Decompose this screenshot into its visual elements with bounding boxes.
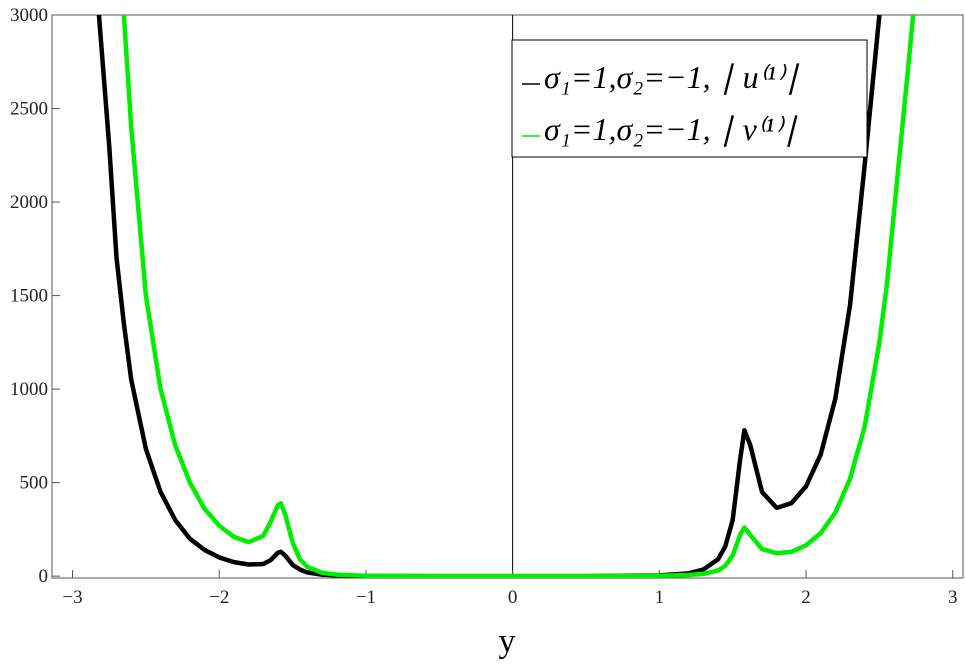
x-axis-label: y <box>499 623 516 660</box>
y-tick-label: 1500 <box>10 286 48 307</box>
x-tick-label: −1 <box>356 587 376 608</box>
plot-area <box>96 15 916 578</box>
legend-label: σ₁=1,σ₂=−1, ∣ v⁽¹⁾∣ <box>544 111 798 147</box>
legend: σ₁=1,σ₂=−1, ∣ u⁽¹⁾∣ σ₁=1,σ₂=−1, ∣ v⁽¹⁾∣ <box>511 39 868 158</box>
x-tick-label: −3 <box>62 587 82 608</box>
series-line <box>121 15 916 578</box>
x-tick-label: 2 <box>801 587 811 608</box>
y-tick-label: 500 <box>20 473 49 494</box>
y-tick-label: 2500 <box>10 99 48 120</box>
y-tick-label: 1000 <box>10 379 48 400</box>
y-tick-label: 2000 <box>10 192 48 213</box>
x-tick-label: 0 <box>508 587 518 608</box>
legend-box <box>511 39 868 158</box>
x-tick-label: 3 <box>948 587 958 608</box>
y-tick-label: 3000 <box>10 5 48 26</box>
legend-label: σ₁=1,σ₂=−1, ∣ u⁽¹⁾∣ <box>544 59 800 95</box>
y-tick-label: 0 <box>39 566 49 587</box>
x-tick-label: 1 <box>655 587 665 608</box>
x-tick-label: −2 <box>209 587 229 608</box>
